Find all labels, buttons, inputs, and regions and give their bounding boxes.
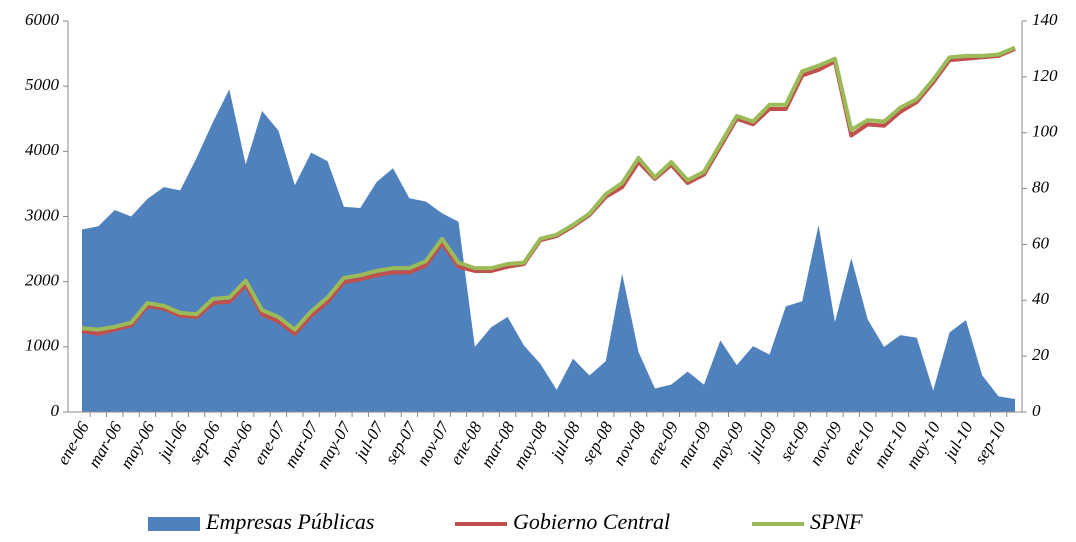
y-tick-label: 2000 [25, 271, 60, 290]
y2-tick-label: 80 [1032, 177, 1050, 196]
legend-label: SPNF [810, 509, 863, 534]
x-tick-label: sep-10 [970, 418, 1009, 467]
legend-label: Empresas Públicas [205, 509, 374, 534]
y2-tick-label: 140 [1032, 10, 1058, 29]
area [82, 89, 1015, 413]
x-tick-label: may-08 [509, 418, 551, 472]
y2-tick-label: 40 [1032, 289, 1050, 308]
line [81, 45, 1016, 332]
legend-swatch [148, 517, 200, 531]
y2-tick-label: 0 [1032, 401, 1041, 420]
y-tick-label: 3000 [24, 205, 60, 224]
x-tick-label: nov-07 [413, 417, 454, 469]
y-tick-label: 0 [51, 401, 60, 420]
x-tick-label: may-07 [313, 417, 356, 472]
x-tick-label: jul-09 [743, 418, 781, 465]
y2-tick-label: 100 [1032, 122, 1058, 141]
y2-tick-label: 20 [1032, 345, 1050, 364]
y2-tick-label: 60 [1032, 233, 1050, 252]
y-tick-label: 6000 [25, 10, 60, 29]
y-tick-label: 4000 [25, 140, 60, 159]
legend-label: Gobierno Central [513, 509, 670, 534]
x-tick-label: may-06 [116, 418, 158, 472]
y-tick-label: 5000 [25, 75, 60, 94]
x-tick-label: nov-06 [216, 418, 256, 469]
x-tick-label: may-10 [902, 418, 944, 472]
x-tick-label: may-09 [706, 418, 748, 472]
x-tick-label: nov-08 [609, 418, 649, 469]
y2-tick-label: 120 [1032, 66, 1058, 85]
y-tick-label: 1000 [25, 336, 60, 355]
x-tick-label: nov-09 [806, 418, 846, 469]
